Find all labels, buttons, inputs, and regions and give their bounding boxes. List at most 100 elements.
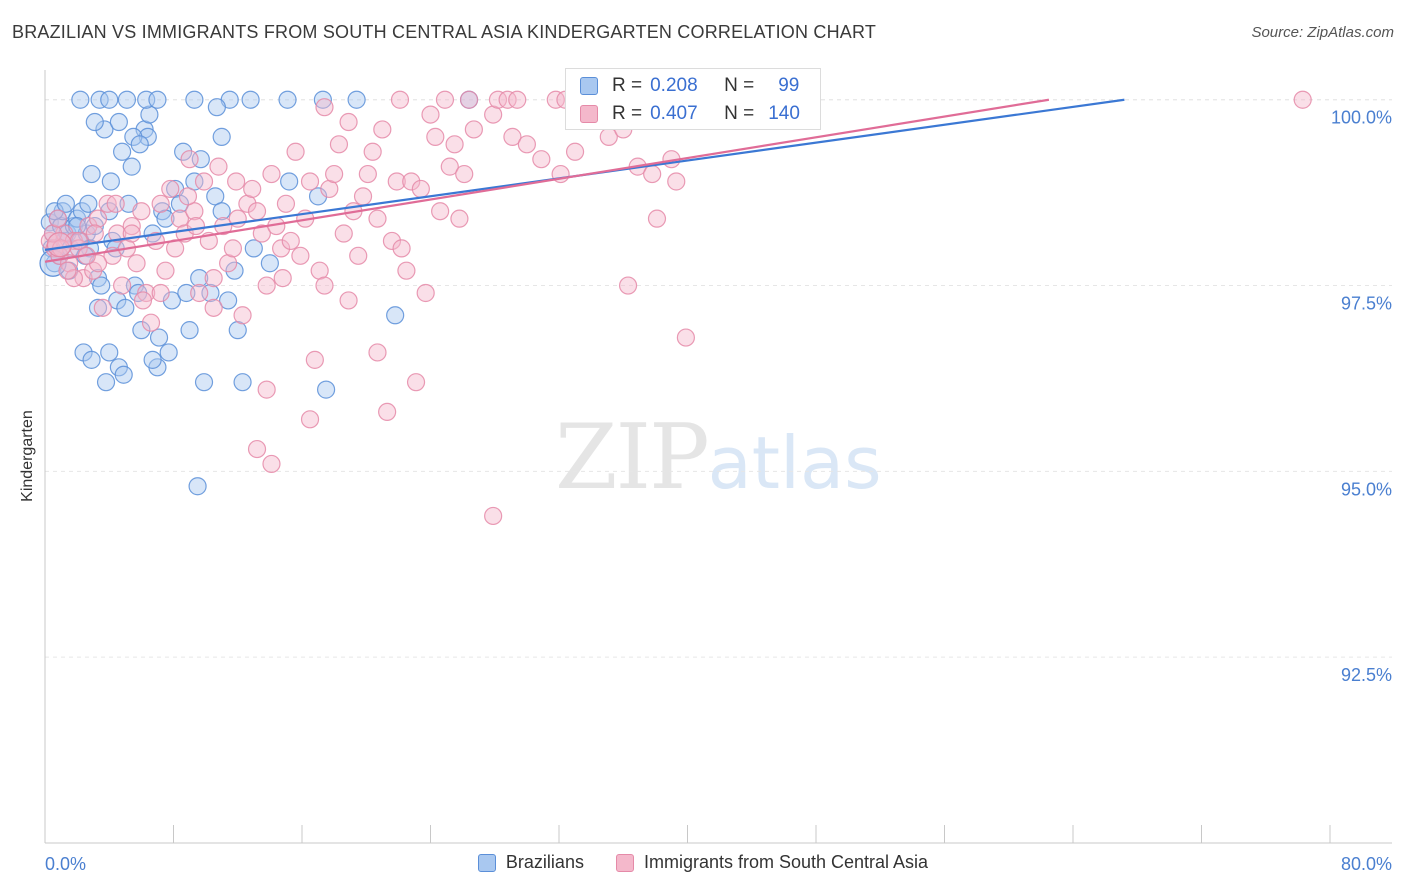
immigrant-point bbox=[498, 90, 517, 109]
immigrant-point bbox=[643, 164, 662, 184]
brazilian-point bbox=[313, 90, 332, 109]
y-tick-label: 95.0% bbox=[1341, 479, 1392, 499]
brazilian-point bbox=[117, 90, 137, 109]
immigrant-point bbox=[305, 350, 324, 369]
x-tick-label: 0.0% bbox=[45, 854, 86, 874]
immigrant-point bbox=[204, 298, 223, 317]
brazilian-point bbox=[100, 343, 119, 362]
immigrant-point bbox=[411, 179, 430, 199]
immigrant-point bbox=[190, 283, 209, 303]
immigrant-point bbox=[141, 313, 161, 332]
brazilian-point bbox=[190, 269, 209, 288]
immigrant-point bbox=[300, 410, 320, 429]
immigrant-point bbox=[161, 179, 180, 199]
immigrant-point bbox=[503, 127, 522, 146]
y-tick-label: 100.0% bbox=[1331, 108, 1392, 128]
immigrant-point bbox=[455, 164, 474, 184]
brazilian-point bbox=[143, 350, 162, 369]
brazilian-point bbox=[82, 350, 101, 369]
stats-swatch-pink bbox=[580, 105, 598, 123]
brazilian-point bbox=[88, 298, 108, 317]
immigrant-point bbox=[243, 179, 262, 199]
x-tick-label: 80.0% bbox=[1341, 854, 1392, 874]
immigrant-point bbox=[315, 98, 334, 117]
immigrant-point bbox=[286, 142, 305, 161]
immigrant-point bbox=[180, 150, 199, 169]
source-label: Source: ZipAtlas.com bbox=[1251, 24, 1394, 41]
immigrant-point bbox=[334, 224, 353, 243]
immigrant-point bbox=[353, 187, 373, 206]
immigrant-point bbox=[262, 454, 281, 474]
brazilian-point bbox=[140, 105, 159, 124]
trend-lines bbox=[44, 98, 1125, 263]
immigrant-point bbox=[178, 187, 198, 206]
immigrant-point bbox=[93, 298, 112, 317]
immigrant-point bbox=[406, 373, 426, 392]
brazilian-point bbox=[116, 298, 135, 317]
immigrant-point bbox=[373, 120, 392, 139]
brazilian-point bbox=[207, 98, 226, 117]
immigrant-point bbox=[416, 283, 435, 303]
brazilian-point bbox=[162, 291, 181, 310]
brazilian-point bbox=[177, 283, 196, 303]
immigrant-point bbox=[186, 216, 206, 236]
immigrant-point bbox=[74, 269, 93, 288]
immigrant-point bbox=[204, 269, 223, 288]
immigrant-point bbox=[85, 224, 104, 243]
immigrant-point bbox=[382, 231, 402, 251]
brazilian-point bbox=[241, 90, 260, 109]
brazilian-point bbox=[56, 194, 75, 213]
immigrant-point bbox=[339, 291, 358, 310]
immigrant-point bbox=[79, 216, 98, 236]
immigrant-point bbox=[127, 254, 146, 273]
immigrant-point bbox=[618, 276, 638, 295]
stats-n-label: N = bbox=[724, 103, 755, 124]
immigrant-point bbox=[281, 231, 300, 251]
brazilian-point bbox=[149, 328, 169, 347]
immigrant-point bbox=[440, 157, 459, 176]
immigrant-point bbox=[676, 328, 695, 347]
immigrant-point bbox=[273, 269, 292, 288]
brazilian-point bbox=[109, 112, 128, 132]
brazilian-point bbox=[278, 90, 297, 109]
y-axis-label: Kindergarten bbox=[19, 410, 36, 502]
tick-labels: 100.0% 97.5% 95.0% 92.5% 0.0% 80.0% bbox=[45, 108, 1392, 874]
immigrant-point bbox=[667, 172, 686, 191]
immigrant-point bbox=[368, 209, 387, 228]
immigrant-point bbox=[247, 202, 267, 221]
legend-item-brazilians[interactable]: Brazilians bbox=[477, 852, 584, 873]
brazilian-point bbox=[101, 172, 120, 191]
immigrant-point bbox=[48, 209, 67, 228]
immigrant-point bbox=[223, 239, 243, 258]
brazilian-point bbox=[244, 239, 263, 258]
legend-item-immigrants[interactable]: Immigrants from South Central Asia bbox=[615, 852, 928, 873]
watermark-zip: ZIP bbox=[555, 405, 710, 510]
brazilian-point bbox=[124, 127, 143, 146]
brazilian-point bbox=[122, 157, 141, 176]
immigrant-point bbox=[262, 164, 281, 184]
brazilian-point bbox=[92, 276, 111, 295]
brazilian-point bbox=[386, 306, 405, 325]
correlation-stats-box: R = 0.208 N = 99 R = 0.407 N = 140 bbox=[565, 68, 821, 130]
immigrant-point bbox=[88, 254, 108, 273]
brazilians-points bbox=[39, 90, 479, 496]
immigrant-point bbox=[508, 90, 527, 109]
immigrant-point bbox=[329, 135, 349, 154]
brazilian-point bbox=[212, 127, 231, 146]
immigrant-point bbox=[390, 90, 410, 109]
immigrant-point bbox=[435, 90, 455, 109]
brazilian-point bbox=[219, 291, 238, 310]
y-tick-label: 97.5% bbox=[1341, 294, 1392, 314]
legend-swatch-blue bbox=[477, 853, 496, 872]
brazilian-point bbox=[280, 172, 299, 191]
immigrant-point bbox=[464, 120, 483, 139]
immigrant-point bbox=[315, 276, 334, 295]
brazilian-point bbox=[82, 164, 101, 184]
brazilian-point bbox=[114, 365, 133, 384]
stats-n-value: 140 bbox=[768, 103, 800, 124]
immigrant-point bbox=[450, 209, 469, 228]
immigrant-point bbox=[156, 261, 175, 280]
immigrant-point bbox=[392, 239, 411, 258]
brazilian-point bbox=[194, 373, 214, 392]
